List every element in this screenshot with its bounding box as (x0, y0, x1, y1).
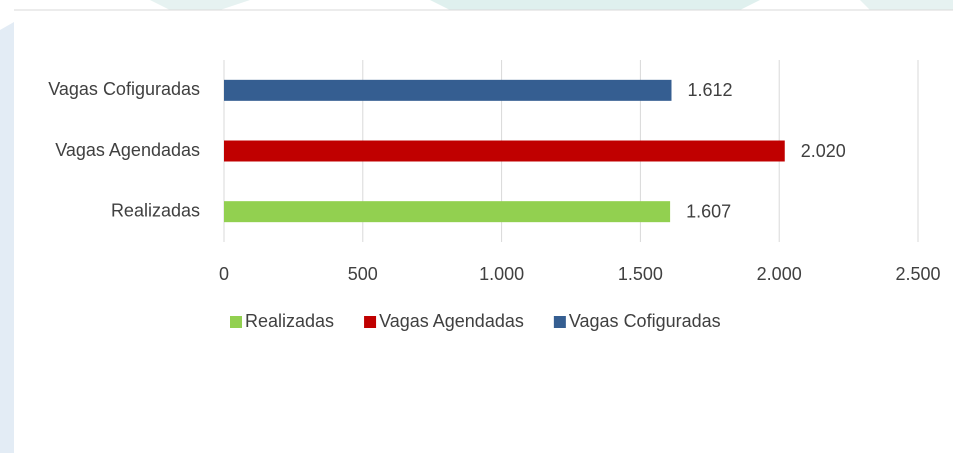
background-shape (430, 0, 760, 10)
legend-swatch (364, 316, 377, 328)
x-tick-label: 0 (219, 264, 229, 284)
background-shape (860, 0, 953, 10)
bar (224, 140, 785, 162)
y-tick-label: Vagas Cofiguradas (48, 79, 200, 99)
y-tick-label: Realizadas (111, 200, 200, 220)
x-tick-label: 2.000 (757, 264, 802, 284)
data-label: 1.612 (687, 80, 732, 100)
data-label: 1.607 (686, 201, 731, 221)
x-tick-label: 500 (348, 264, 378, 284)
x-tick-label: 1.000 (479, 264, 524, 284)
background-shape (0, 22, 14, 453)
legend-swatch (553, 316, 566, 328)
x-tick-label: 1.500 (618, 264, 663, 284)
data-label: 2.020 (801, 141, 846, 161)
legend-label: Vagas Cofiguradas (569, 311, 721, 331)
legend-label: Vagas Agendadas (379, 311, 524, 331)
bar (224, 79, 672, 101)
y-tick-label: Vagas Agendadas (55, 140, 200, 160)
legend-swatch (230, 316, 242, 328)
x-tick-label: 2.500 (895, 264, 940, 284)
legend-label: Realizadas (245, 311, 334, 331)
bar (224, 201, 671, 223)
background-shape (150, 0, 250, 10)
